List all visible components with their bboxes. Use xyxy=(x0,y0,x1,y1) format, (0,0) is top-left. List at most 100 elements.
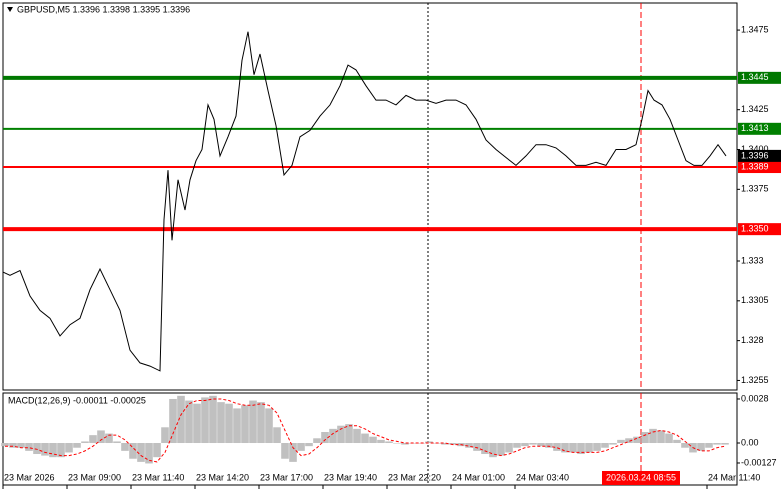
macd-bar xyxy=(209,395,217,444)
macd-bar xyxy=(377,439,385,444)
chart-title: GBPUSD,M5 1.3396 1.3398 1.3395 1.3396 xyxy=(17,4,190,14)
macd-frame xyxy=(2,392,738,486)
macd-bar xyxy=(337,425,345,444)
level-label: 1.3389 xyxy=(741,161,769,171)
macd-bar xyxy=(73,443,81,448)
y-tick-label: 1.333 xyxy=(741,255,764,265)
y-tick-label: -0.00127 xyxy=(741,457,777,467)
y-tick-label: 1.3425 xyxy=(741,104,769,114)
macd-bar xyxy=(137,443,145,462)
macd-bar xyxy=(529,443,537,445)
macd-bar xyxy=(625,438,633,444)
macd-bar xyxy=(449,443,457,445)
signal-line xyxy=(5,398,726,463)
macd-bar xyxy=(713,443,721,445)
macd-bar xyxy=(681,443,689,448)
macd-bar xyxy=(665,433,673,444)
macd-bar xyxy=(425,441,433,444)
macd-bar xyxy=(585,443,593,453)
x-tick-label: 24 Mar 11:40 xyxy=(708,472,760,482)
time-marker-label: 2026.03.24 08:55 xyxy=(606,472,676,482)
macd-bar xyxy=(289,443,297,462)
y-tick-label: 0.0028 xyxy=(741,393,769,403)
macd-bar xyxy=(633,436,641,444)
macd-bar xyxy=(481,443,489,455)
macd-bar xyxy=(201,397,209,444)
macd-bar xyxy=(545,443,553,448)
x-tick-label: 24 Mar 03:40 xyxy=(516,472,569,482)
macd-bar xyxy=(313,438,321,444)
macd-bar xyxy=(9,443,17,448)
macd-bar xyxy=(329,428,337,444)
macd-bar xyxy=(569,443,577,453)
x-tick-label: 23 Mar 17:00 xyxy=(260,472,313,482)
macd-bar xyxy=(17,443,25,448)
y-tick-label: 1.3305 xyxy=(741,295,769,305)
level-label: 1.3350 xyxy=(741,224,769,234)
level-label: 1.3445 xyxy=(741,72,769,82)
level-label-box xyxy=(738,161,781,174)
level-label-box xyxy=(738,122,781,135)
x-tick-label: 23 Mar 14:20 xyxy=(196,472,249,482)
macd-bar xyxy=(305,443,313,447)
x-tick-label: 23 Mar 09:00 xyxy=(68,472,121,482)
macd-bar xyxy=(241,405,249,444)
macd-bar xyxy=(97,430,105,444)
time-marker-box xyxy=(602,471,680,485)
y-tick-label: 0.00 xyxy=(741,437,759,447)
macd-bar xyxy=(1,443,9,447)
macd-bar xyxy=(121,443,129,451)
macd-bar xyxy=(81,441,89,444)
macd-bar xyxy=(169,398,177,444)
level-label: 1.3413 xyxy=(741,123,769,133)
macd-bar xyxy=(265,408,273,444)
macd-bar xyxy=(497,443,505,456)
macd-bar xyxy=(89,435,97,444)
macd-bar xyxy=(145,443,153,464)
macd-bar xyxy=(521,443,529,447)
macd-title: MACD(12,26,9) -0.00011 -0.00025 xyxy=(8,395,146,405)
last-price-label: 1.3396 xyxy=(741,150,769,160)
macd-bar xyxy=(553,443,561,451)
macd-bar xyxy=(57,443,65,458)
macd-bar xyxy=(361,433,369,444)
collapse-icon xyxy=(7,7,13,12)
macd-bar xyxy=(505,443,513,453)
macd-bar xyxy=(25,443,33,451)
y-tick-label: 1.3255 xyxy=(741,375,769,385)
macd-bar xyxy=(537,443,545,447)
macd-bar xyxy=(353,428,361,444)
x-tick-label: 23 Mar 2026 xyxy=(4,472,55,482)
x-tick-label: 24 Mar 01:00 xyxy=(452,472,505,482)
x-tick-label: 23 Mar 19:40 xyxy=(324,472,377,482)
y-tick-label: 1.3375 xyxy=(741,184,769,194)
macd-bar xyxy=(673,439,681,444)
macd-bar xyxy=(297,443,305,451)
macd-bar xyxy=(513,443,521,448)
macd-bar xyxy=(321,432,329,444)
y-tick-label: 1.328 xyxy=(741,335,764,345)
macd-bar xyxy=(65,443,73,453)
macd-bar xyxy=(441,443,449,445)
macd-bar xyxy=(49,443,57,458)
macd-bar xyxy=(129,443,137,459)
level-label-box xyxy=(738,223,781,236)
macd-bar xyxy=(345,424,353,444)
macd-bar xyxy=(465,443,473,448)
macd-bar xyxy=(657,430,665,444)
macd-bar xyxy=(577,443,585,455)
macd-bar xyxy=(153,443,161,458)
macd-bar xyxy=(697,443,705,451)
macd-bar xyxy=(177,395,185,444)
macd-bar xyxy=(217,402,225,444)
macd-bar xyxy=(721,443,729,445)
macd-bar xyxy=(225,403,233,444)
macd-bar xyxy=(385,441,393,444)
macd-bar xyxy=(161,427,169,444)
macd-bar xyxy=(601,443,609,448)
macd-bar xyxy=(113,441,121,444)
macd-bar xyxy=(33,443,41,455)
macd-bar xyxy=(593,443,601,451)
